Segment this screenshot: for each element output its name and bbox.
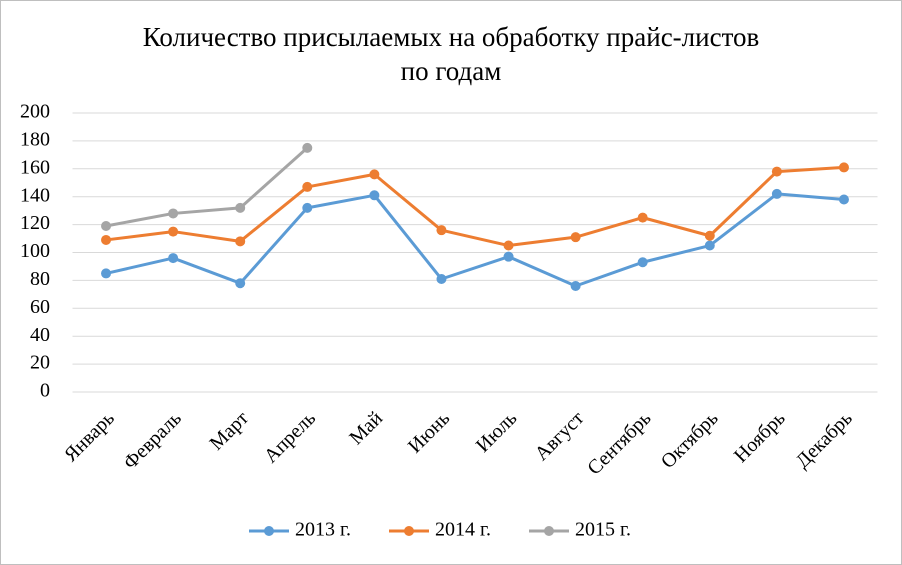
- series-line: [105, 192, 845, 288]
- data-point: [369, 169, 380, 180]
- chart-title: Количество присылаемых на обработку прай…: [143, 22, 760, 52]
- data-point: [771, 166, 782, 177]
- data-point: [235, 202, 246, 213]
- y-tick-label: 200: [20, 101, 50, 123]
- data-point: [302, 181, 313, 192]
- data-point: [704, 240, 715, 251]
- y-tick-label: 100: [20, 240, 50, 262]
- data-point: [101, 268, 112, 279]
- legend-marker: [544, 526, 554, 536]
- chart-title: по годам: [401, 56, 502, 86]
- y-tick-label: 140: [20, 184, 50, 206]
- data-point: [302, 142, 313, 153]
- data-point: [436, 274, 447, 285]
- y-tick-label: 80: [30, 268, 50, 290]
- data-point: [637, 257, 648, 268]
- data-point: [168, 226, 179, 237]
- legend-label: 2014 г.: [435, 519, 491, 541]
- data-point: [838, 162, 849, 173]
- series-line: [105, 146, 309, 228]
- y-tick-label: 160: [20, 156, 50, 178]
- data-point: [369, 190, 380, 201]
- y-tick-label: 60: [30, 296, 50, 318]
- data-point: [168, 253, 179, 264]
- data-point: [235, 236, 246, 247]
- y-tick-label: 40: [30, 324, 50, 346]
- data-point: [503, 240, 514, 251]
- y-tick-label: 120: [20, 212, 50, 234]
- data-point: [704, 230, 715, 241]
- data-point: [637, 212, 648, 223]
- legend-label: 2015 г.: [575, 519, 631, 541]
- y-tick-label: 20: [30, 352, 50, 374]
- data-point: [302, 202, 313, 213]
- data-point: [771, 188, 782, 199]
- data-point: [838, 194, 849, 205]
- y-tick-label: 180: [20, 128, 50, 150]
- series-line: [105, 165, 845, 248]
- data-point: [436, 225, 447, 236]
- data-point: [570, 232, 581, 243]
- data-point: [235, 278, 246, 289]
- data-point: [168, 208, 179, 219]
- y-tick-label: 0: [40, 380, 50, 402]
- data-point: [101, 234, 112, 245]
- data-point: [570, 280, 581, 291]
- legend-marker: [264, 526, 274, 536]
- legend-label: 2013 г.: [295, 519, 351, 541]
- legend-marker: [404, 526, 414, 536]
- data-point: [503, 251, 514, 262]
- data-point: [101, 220, 112, 231]
